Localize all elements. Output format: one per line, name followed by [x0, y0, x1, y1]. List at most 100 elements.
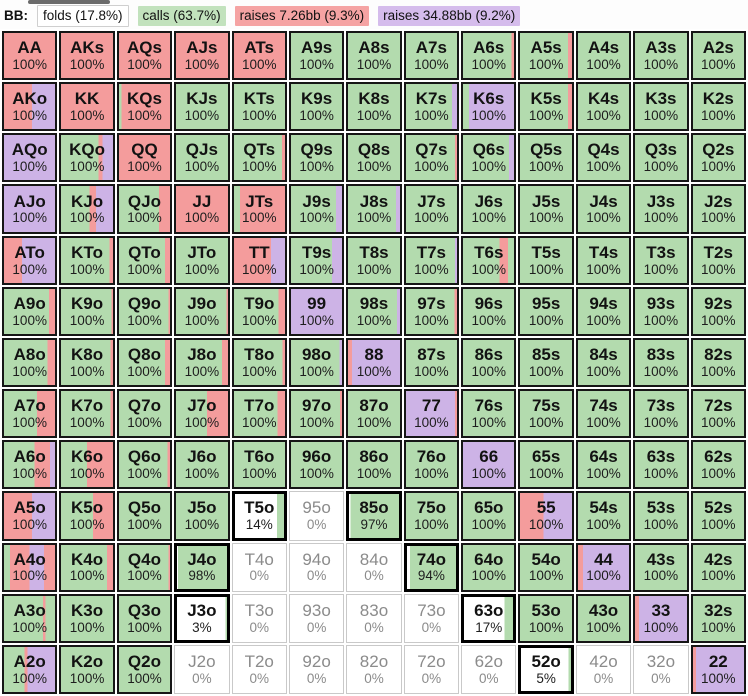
hand-cell-K6s[interactable]: K6s 100%	[461, 82, 517, 132]
hand-cell-43o[interactable]: 43o 100%	[575, 593, 632, 643]
hand-cell-42s[interactable]: 42s 100%	[690, 542, 746, 592]
hand-cell-83o[interactable]: 83o 0%	[346, 593, 402, 643]
hand-cell-J4o[interactable]: J4o 98%	[174, 542, 230, 592]
hand-cell-T2o[interactable]: T2o 0%	[231, 644, 287, 694]
hand-cell-82o[interactable]: 82o 0%	[346, 644, 402, 694]
hand-cell-74s[interactable]: 74s 100%	[575, 389, 632, 439]
hand-cell-33[interactable]: 33 100%	[633, 593, 689, 643]
hand-cell-KK[interactable]: KK 100%	[59, 82, 115, 132]
hand-cell-A2s[interactable]: A2s 100%	[690, 31, 746, 81]
hand-cell-K7o[interactable]: K7o 100%	[59, 389, 115, 439]
hand-cell-KQo[interactable]: KQo 100%	[59, 133, 115, 183]
hand-cell-Q2o[interactable]: Q2o 100%	[116, 644, 173, 694]
hand-cell-76s[interactable]: 76s 100%	[461, 389, 517, 439]
hand-cell-A7s[interactable]: A7s 100%	[403, 31, 460, 81]
hand-cell-KTo[interactable]: KTo 100%	[59, 235, 115, 285]
hand-cell-85o[interactable]: 85o 97%	[346, 491, 402, 541]
hand-cell-44[interactable]: 44 100%	[575, 542, 632, 592]
hand-cell-96o[interactable]: 96o 100%	[288, 440, 345, 490]
hand-cell-72s[interactable]: 72s 100%	[690, 389, 746, 439]
hand-cell-Q4o[interactable]: Q4o 100%	[116, 542, 173, 592]
hand-cell-85s[interactable]: 85s 100%	[518, 337, 574, 388]
hand-cell-Q9s[interactable]: Q9s 100%	[288, 133, 345, 183]
hand-cell-K6o[interactable]: K6o 100%	[59, 440, 115, 490]
hand-cell-A4s[interactable]: A4s 100%	[575, 31, 632, 81]
hand-cell-K8o[interactable]: K8o 100%	[59, 337, 115, 388]
hand-cell-76o[interactable]: 76o 100%	[403, 440, 460, 490]
hand-cell-K4s[interactable]: K4s 100%	[575, 82, 632, 132]
hand-cell-J9o[interactable]: J9o 100%	[174, 286, 230, 336]
hand-cell-T5o[interactable]: T5o 14%	[231, 491, 287, 541]
hand-cell-55[interactable]: 55 100%	[518, 491, 574, 541]
hand-cell-42o[interactable]: 42o 0%	[575, 644, 632, 694]
hand-cell-AJs[interactable]: AJs 100%	[174, 31, 230, 81]
hand-cell-Q7o[interactable]: Q7o 100%	[116, 389, 173, 439]
hand-cell-T9s[interactable]: T9s 100%	[288, 235, 345, 285]
hand-cell-Q3o[interactable]: Q3o 100%	[116, 593, 173, 643]
hand-cell-J7s[interactable]: J7s 100%	[403, 184, 460, 234]
hand-cell-K4o[interactable]: K4o 100%	[59, 542, 115, 592]
hand-cell-A8o[interactable]: A8o 100%	[2, 337, 58, 388]
hand-cell-A6o[interactable]: A6o 100%	[2, 440, 58, 490]
hand-cell-J9s[interactable]: J9s 100%	[288, 184, 345, 234]
hand-cell-92o[interactable]: 92o 0%	[288, 644, 345, 694]
hand-cell-98s[interactable]: 98s 100%	[346, 286, 402, 336]
hand-cell-92s[interactable]: 92s 100%	[690, 286, 746, 336]
hand-cell-K5s[interactable]: K5s 100%	[518, 82, 574, 132]
hand-cell-AKo[interactable]: AKo 100%	[2, 82, 58, 132]
hand-cell-J8s[interactable]: J8s 100%	[346, 184, 402, 234]
hand-cell-T6o[interactable]: T6o 100%	[231, 440, 287, 490]
hand-cell-K2o[interactable]: K2o 100%	[59, 644, 115, 694]
hand-cell-A7o[interactable]: A7o 100%	[2, 389, 58, 439]
hand-cell-A3o[interactable]: A3o 100%	[2, 593, 58, 643]
hand-cell-97s[interactable]: 97s 100%	[403, 286, 460, 336]
hand-cell-T4o[interactable]: T4o 0%	[231, 542, 287, 592]
hand-cell-53s[interactable]: 53s 100%	[633, 491, 689, 541]
hand-cell-T7o[interactable]: T7o 100%	[231, 389, 287, 439]
hand-cell-QQ[interactable]: QQ 100%	[116, 133, 173, 183]
hand-cell-22[interactable]: 22 100%	[690, 644, 746, 694]
hand-cell-94o[interactable]: 94o 0%	[288, 542, 345, 592]
hand-cell-Q5s[interactable]: Q5s 100%	[518, 133, 574, 183]
hand-cell-66[interactable]: 66 100%	[461, 440, 517, 490]
hand-cell-J3o[interactable]: J3o 3%	[174, 593, 230, 643]
hand-cell-A5o[interactable]: A5o 100%	[2, 491, 58, 541]
hand-cell-K8s[interactable]: K8s 100%	[346, 82, 402, 132]
hand-cell-93s[interactable]: 93s 100%	[633, 286, 689, 336]
hand-cell-62s[interactable]: 62s 100%	[690, 440, 746, 490]
hand-cell-A8s[interactable]: A8s 100%	[346, 31, 402, 81]
hand-cell-T9o[interactable]: T9o 100%	[231, 286, 287, 336]
hand-cell-98o[interactable]: 98o 100%	[288, 337, 345, 388]
hand-cell-QJo[interactable]: QJo 100%	[116, 184, 173, 234]
hand-cell-ATo[interactable]: ATo 100%	[2, 235, 58, 285]
hand-cell-Q8o[interactable]: Q8o 100%	[116, 337, 173, 388]
hand-cell-86o[interactable]: 86o 100%	[346, 440, 402, 490]
hand-cell-AA[interactable]: AA 100%	[2, 31, 58, 81]
hand-cell-52s[interactable]: 52s 100%	[690, 491, 746, 541]
hand-cell-K7s[interactable]: K7s 100%	[403, 82, 460, 132]
hand-cell-52o[interactable]: 52o 5%	[518, 644, 574, 694]
hand-cell-ATs[interactable]: ATs 100%	[231, 31, 287, 81]
hand-cell-84s[interactable]: 84s 100%	[575, 337, 632, 388]
hand-cell-Q4s[interactable]: Q4s 100%	[575, 133, 632, 183]
hand-cell-J5o[interactable]: J5o 100%	[174, 491, 230, 541]
hand-cell-Q6o[interactable]: Q6o 100%	[116, 440, 173, 490]
hand-cell-AQs[interactable]: AQs 100%	[116, 31, 173, 81]
hand-cell-72o[interactable]: 72o 0%	[403, 644, 460, 694]
hand-cell-K9o[interactable]: K9o 100%	[59, 286, 115, 336]
hand-cell-A2o[interactable]: A2o 100%	[2, 644, 58, 694]
hand-cell-99[interactable]: 99 100%	[288, 286, 345, 336]
hand-cell-62o[interactable]: 62o 0%	[461, 644, 517, 694]
hand-cell-84o[interactable]: 84o 0%	[346, 542, 402, 592]
hand-cell-Q6s[interactable]: Q6s 100%	[461, 133, 517, 183]
hand-cell-75s[interactable]: 75s 100%	[518, 389, 574, 439]
hand-cell-TT[interactable]: TT 100%	[231, 235, 287, 285]
hand-cell-K3s[interactable]: K3s 100%	[633, 82, 689, 132]
hand-cell-63s[interactable]: 63s 100%	[633, 440, 689, 490]
hand-cell-T6s[interactable]: T6s 100%	[461, 235, 517, 285]
hand-cell-QTs[interactable]: QTs 100%	[231, 133, 287, 183]
hand-cell-96s[interactable]: 96s 100%	[461, 286, 517, 336]
hand-cell-97o[interactable]: 97o 100%	[288, 389, 345, 439]
hand-cell-A3s[interactable]: A3s 100%	[633, 31, 689, 81]
hand-cell-JTo[interactable]: JTo 100%	[174, 235, 230, 285]
